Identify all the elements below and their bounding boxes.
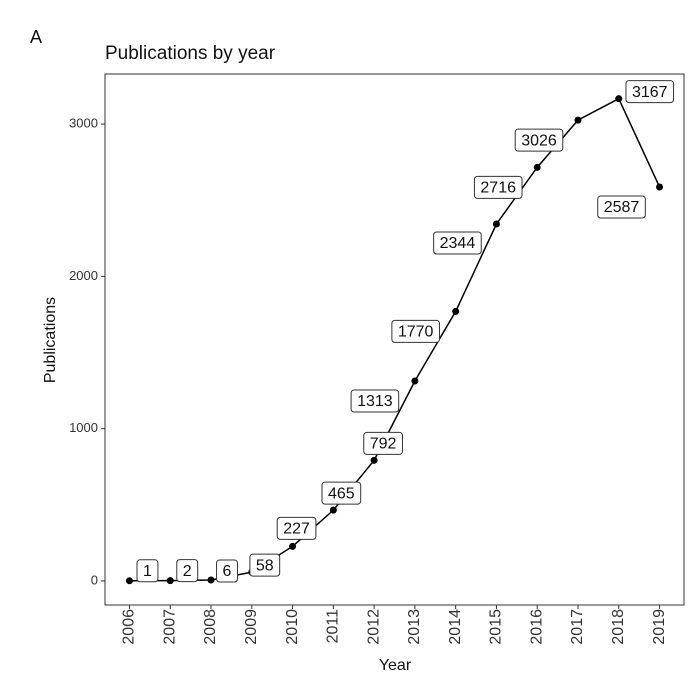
point <box>411 377 419 385</box>
data-label: 6 <box>223 563 232 580</box>
x-tick-label: 2017 <box>569 609 586 645</box>
point <box>207 576 215 584</box>
x-tick-label: 2018 <box>610 609 627 645</box>
x-tick-label: 2016 <box>528 609 545 645</box>
data-label-box <box>216 559 238 583</box>
x-tick-label: 2007 <box>161 609 178 645</box>
x-tick-label: 2014 <box>447 609 464 645</box>
data-label-box <box>321 481 362 505</box>
y-tick-label: 3000 <box>69 116 98 131</box>
point <box>370 456 378 464</box>
panel-label: A <box>30 27 42 47</box>
data-label: 227 <box>283 521 310 538</box>
x-tick-label: 2012 <box>365 609 382 645</box>
point <box>166 577 174 585</box>
data-label: 3026 <box>521 132 557 149</box>
x-tick-label: 2006 <box>121 609 138 645</box>
data-label-box <box>597 195 646 219</box>
point <box>329 506 337 514</box>
data-label: 58 <box>256 557 274 574</box>
plot-frame <box>104 73 685 606</box>
x-tick-label: 2019 <box>651 609 668 645</box>
data-label: 2587 <box>604 199 640 216</box>
y-tick-label: 1000 <box>69 420 98 435</box>
y-tick-label: 2000 <box>69 268 98 283</box>
x-tick-label: 2008 <box>202 609 219 645</box>
point <box>125 577 133 585</box>
data-label-box <box>363 431 403 455</box>
data-label: 2 <box>183 563 192 580</box>
data-label-box <box>136 559 159 583</box>
data-label-box <box>433 231 482 255</box>
y-tick-label: 0 <box>91 572 98 587</box>
point <box>656 183 664 191</box>
data-label-box <box>249 553 281 577</box>
x-tick-label: 2015 <box>488 609 505 645</box>
data-label-box <box>391 319 440 343</box>
data-label: 2716 <box>480 180 516 197</box>
y-axis-title: Publications <box>42 297 59 383</box>
data-label: 1770 <box>398 324 434 341</box>
point <box>492 220 500 228</box>
data-label: 1313 <box>357 393 393 410</box>
x-tick-label: 2013 <box>406 609 423 645</box>
x-axis-title: Year <box>379 657 412 674</box>
data-label: 3167 <box>632 84 668 101</box>
data-label-box <box>625 80 675 104</box>
data-label: 465 <box>328 485 355 502</box>
point <box>289 542 297 550</box>
data-label: 792 <box>370 436 397 453</box>
data-label-box <box>350 389 400 413</box>
data-label-box <box>276 516 317 540</box>
data-label-box <box>176 559 199 583</box>
point <box>452 307 460 315</box>
x-tick-label: 2010 <box>284 609 301 645</box>
data-label: 2344 <box>440 235 476 252</box>
data-label-box <box>514 128 564 152</box>
point <box>574 116 582 124</box>
point <box>533 163 541 171</box>
data-label-box <box>473 175 523 199</box>
x-tick-label: 2011 <box>325 609 342 644</box>
data-label: 1 <box>143 563 152 580</box>
chart-title: Publications by year <box>105 43 276 64</box>
x-tick-label: 2009 <box>243 609 260 645</box>
point <box>615 95 623 103</box>
